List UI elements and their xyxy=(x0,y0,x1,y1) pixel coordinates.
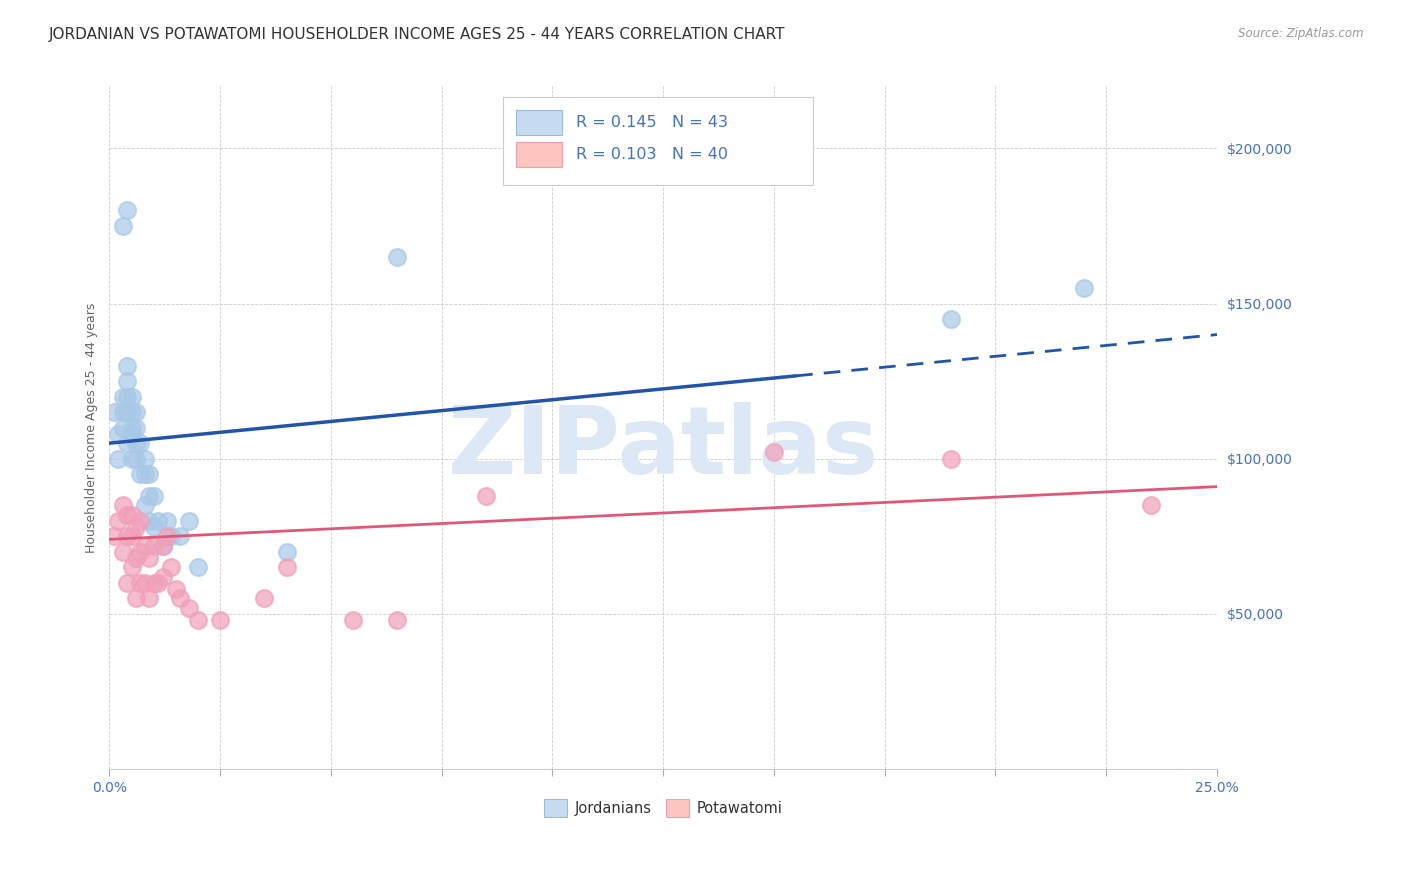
Point xyxy=(125,451,148,466)
Point xyxy=(121,560,143,574)
Point xyxy=(152,569,174,583)
Point xyxy=(342,613,364,627)
Point xyxy=(156,529,179,543)
Point xyxy=(121,508,143,522)
Point xyxy=(160,560,183,574)
Point xyxy=(169,529,191,543)
Point xyxy=(276,545,298,559)
Point xyxy=(387,250,409,264)
Legend: Jordanians, Potawatomi: Jordanians, Potawatomi xyxy=(538,793,789,823)
Point xyxy=(125,520,148,534)
Point xyxy=(187,613,209,627)
Point xyxy=(134,575,156,590)
Point xyxy=(152,539,174,553)
Point xyxy=(129,514,152,528)
Point xyxy=(121,420,143,434)
Point xyxy=(762,445,785,459)
Point xyxy=(111,420,134,434)
Point xyxy=(111,498,134,512)
Point xyxy=(103,529,125,543)
Point xyxy=(121,405,143,419)
Point xyxy=(941,451,963,466)
Point xyxy=(115,374,138,388)
Point xyxy=(169,591,191,606)
Point xyxy=(941,312,963,326)
Y-axis label: Householder Income Ages 25 - 44 years: Householder Income Ages 25 - 44 years xyxy=(86,302,98,553)
Text: JORDANIAN VS POTAWATOMI HOUSEHOLDER INCOME AGES 25 - 44 YEARS CORRELATION CHART: JORDANIAN VS POTAWATOMI HOUSEHOLDER INCO… xyxy=(49,27,786,42)
Point xyxy=(129,575,152,590)
Point xyxy=(107,451,129,466)
Text: Source: ZipAtlas.com: Source: ZipAtlas.com xyxy=(1239,27,1364,40)
Point xyxy=(138,591,160,606)
Point xyxy=(107,514,129,528)
Point xyxy=(179,600,201,615)
Point xyxy=(111,405,134,419)
Point xyxy=(142,520,165,534)
Point xyxy=(111,390,134,404)
Point xyxy=(121,529,143,543)
Point xyxy=(115,203,138,218)
Point xyxy=(134,539,156,553)
Point xyxy=(125,405,148,419)
Text: R = 0.103   N = 40: R = 0.103 N = 40 xyxy=(575,147,728,162)
Point xyxy=(121,426,143,441)
Point xyxy=(146,575,169,590)
Point xyxy=(129,436,152,450)
Point xyxy=(276,560,298,574)
Point xyxy=(115,529,138,543)
Point xyxy=(115,508,138,522)
Point xyxy=(129,467,152,482)
Point xyxy=(138,514,160,528)
Point xyxy=(121,390,143,404)
FancyBboxPatch shape xyxy=(516,143,562,167)
Point xyxy=(156,514,179,528)
Point xyxy=(107,426,129,441)
FancyBboxPatch shape xyxy=(502,96,813,186)
Point xyxy=(160,529,183,543)
Point xyxy=(1139,498,1161,512)
Point xyxy=(111,545,134,559)
Point xyxy=(152,539,174,553)
Point xyxy=(125,591,148,606)
Point xyxy=(142,539,165,553)
FancyBboxPatch shape xyxy=(516,111,562,135)
Point xyxy=(125,420,148,434)
Point xyxy=(138,467,160,482)
Point xyxy=(134,467,156,482)
Point xyxy=(142,489,165,503)
Text: ZIPatlas: ZIPatlas xyxy=(447,402,879,494)
Point xyxy=(165,582,187,596)
Point xyxy=(125,436,148,450)
Point xyxy=(187,560,209,574)
Point xyxy=(475,489,498,503)
Point xyxy=(111,219,134,233)
Point xyxy=(103,405,125,419)
Point xyxy=(142,575,165,590)
Point xyxy=(209,613,232,627)
Point xyxy=(134,498,156,512)
Point xyxy=(115,405,138,419)
Point xyxy=(115,436,138,450)
Point xyxy=(1073,281,1095,295)
Point xyxy=(253,591,276,606)
Point xyxy=(129,545,152,559)
Point xyxy=(115,359,138,373)
Text: R = 0.145   N = 43: R = 0.145 N = 43 xyxy=(575,115,728,130)
Point xyxy=(146,514,169,528)
Point xyxy=(134,451,156,466)
Point xyxy=(138,551,160,566)
Point xyxy=(138,489,160,503)
Point xyxy=(115,575,138,590)
Point xyxy=(387,613,409,627)
Point xyxy=(115,390,138,404)
Point xyxy=(125,551,148,566)
Point xyxy=(121,451,143,466)
Point xyxy=(179,514,201,528)
